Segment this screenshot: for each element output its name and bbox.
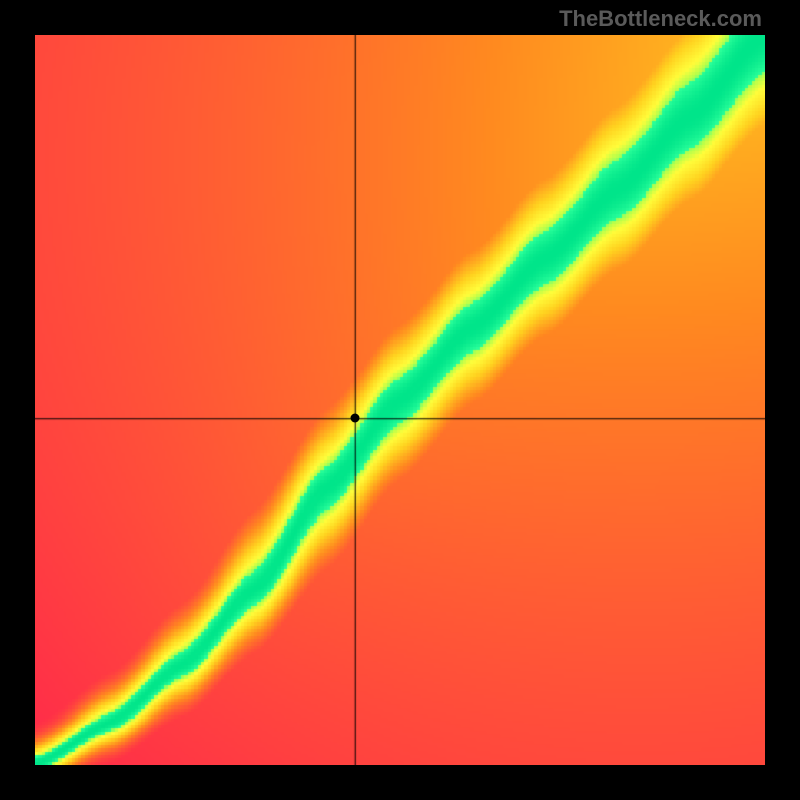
bottleneck-heatmap — [35, 35, 765, 765]
watermark-text: TheBottleneck.com — [559, 6, 762, 32]
selection-marker — [350, 414, 359, 423]
